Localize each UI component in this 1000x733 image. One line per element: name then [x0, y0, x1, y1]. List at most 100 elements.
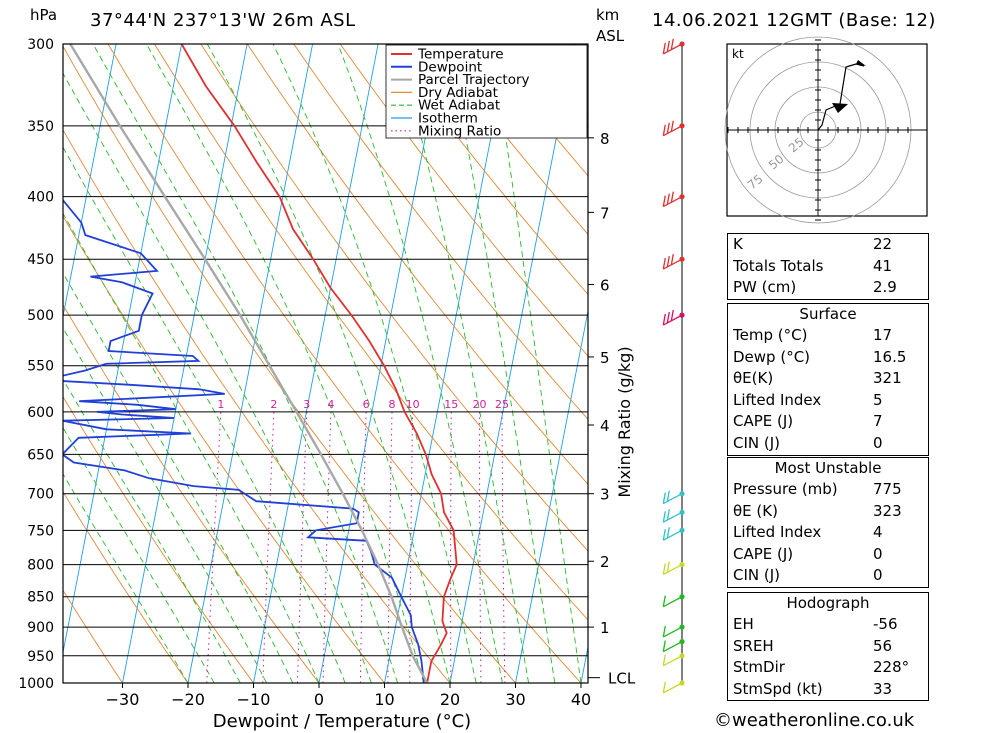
mixing-ratio-label: 4	[327, 398, 334, 411]
surface-row: θE(K) 321	[728, 368, 928, 390]
general-row: PW (cm) 2.9	[728, 277, 928, 299]
surface-value: 7	[873, 412, 883, 431]
hodograph-unit: kt	[732, 47, 744, 61]
isotherm-line	[384, 44, 510, 683]
temp-tick-label: −30	[106, 690, 140, 709]
height-unit-label-asl: ASL	[596, 27, 625, 45]
unstable-key: CIN (J)	[733, 566, 781, 585]
temp-tick-label: −10	[237, 690, 271, 709]
dry-adiabat-line	[432, 44, 588, 236]
height-tick-label: 1	[600, 619, 610, 637]
wind-barb-flag	[662, 492, 666, 504]
wet-adiabat-line	[206, 44, 451, 683]
wet-adiabat-line	[63, 72, 372, 683]
mixing-ratio-label: 10	[406, 398, 420, 411]
hodograph-row: StmSpd (kt) 33	[728, 679, 928, 701]
wind-barb	[662, 626, 683, 638]
hodograph-row: StmDir 228°	[728, 657, 928, 679]
isotherm-line	[515, 308, 588, 683]
wind-barb-flag	[670, 253, 674, 266]
wind-barb-flag	[670, 120, 674, 132]
temp-tick-label: 30	[505, 690, 525, 709]
unstable-value: 323	[873, 501, 902, 520]
wind-barb-flag	[666, 561, 670, 573]
mixing-ratio-line	[501, 411, 506, 683]
general-key: PW (cm)	[733, 278, 797, 297]
unstable-row: Lifted Index 4	[728, 522, 928, 544]
pressure-tick-label: 550	[27, 359, 54, 375]
hodograph-value: 228°	[873, 658, 910, 677]
general-value: 41	[873, 256, 893, 275]
y-axis-label-right: Mixing Ratio (g/kg)	[615, 346, 634, 497]
unstable-value: 4	[873, 523, 883, 542]
pressure-tick-label: 900	[27, 620, 54, 636]
wind-barb-flag	[670, 309, 674, 322]
wet-adiabat-line	[272, 44, 477, 683]
unstable-row: Pressure (mb) 775	[728, 479, 928, 501]
wind-barb-flag	[666, 193, 670, 205]
wind-barb	[662, 529, 683, 541]
height-tick-label: 7	[600, 204, 610, 222]
temp-tick-label: 20	[440, 690, 460, 709]
height-tick-label: 6	[600, 277, 610, 295]
surface-row: Lifted Index 5	[728, 390, 928, 412]
pressure-tick-label: 650	[27, 447, 54, 463]
unstable-row: CAPE (J) 0	[728, 544, 928, 566]
dry-adiabat-line	[63, 589, 123, 683]
mixing-ratio-label: 1	[217, 398, 224, 411]
wind-barb	[662, 563, 683, 576]
wind-barb-flag	[670, 191, 674, 203]
mixing-ratio-line	[359, 411, 367, 683]
legend-entry: Dewpoint	[418, 59, 482, 75]
wind-barb-flag	[662, 195, 666, 207]
index-panel-unstable: Most Unstable Pressure (mb) 775 θE (K) 323 L…	[727, 457, 929, 588]
storm-motion-arrow	[832, 103, 848, 113]
surface-value: 321	[873, 369, 902, 388]
pressure-tick-label: 400	[27, 190, 54, 206]
wind-barb-flag	[662, 511, 666, 523]
unstable-key: Lifted Index	[733, 523, 822, 542]
mixing-ratio-label: 20	[473, 398, 487, 411]
general-value: 2.9	[873, 278, 897, 297]
pressure-tick-label: 950	[27, 649, 54, 665]
hodograph-title: Hodograph	[786, 594, 870, 612]
temp-tick-label: 40	[571, 690, 591, 709]
pressure-tick-label: 500	[27, 308, 54, 324]
wind-barb-flag	[666, 527, 670, 539]
unstable-key: Pressure (mb)	[733, 480, 838, 498]
legend-entry: Wet Adiabat	[418, 98, 500, 114]
hodograph-end-arrow	[856, 60, 866, 66]
wind-barb-flag	[666, 255, 670, 268]
mixing-ratio-line	[297, 411, 308, 683]
hodograph-value: 56	[873, 636, 893, 655]
mixing-ratio-label: 6	[363, 398, 370, 411]
wind-barb-flag	[670, 38, 674, 51]
height-tick-label: 3	[600, 486, 610, 504]
wind-barb-flag	[662, 654, 666, 666]
index-panel-surface: Surface Temp (°C) 17 Dewp (°C) 16.5 θE(K) 321…	[727, 303, 929, 456]
height-tick-label: 5	[600, 349, 610, 367]
legend-entry: Mixing Ratio	[418, 123, 501, 139]
wind-barb	[662, 196, 683, 208]
surface-key: θE(K)	[733, 369, 774, 388]
dry-adiabat-line	[339, 44, 588, 357]
legend-entry: Dry Adiabat	[418, 85, 498, 101]
legend-box	[385, 44, 588, 139]
unstable-key: θE (K)	[733, 501, 778, 520]
surface-value: 17	[873, 326, 893, 344]
parcel-trajectory-curve	[69, 44, 429, 683]
hodograph-key: EH	[733, 615, 754, 633]
mixing-ratio-line	[387, 411, 393, 683]
dry-adiabat-line	[386, 44, 588, 296]
unstable-value: 0	[873, 544, 883, 563]
wet-adiabat-line	[337, 44, 503, 683]
wind-barb	[662, 43, 683, 55]
hodograph-key: StmSpd (kt)	[733, 679, 823, 698]
legend-entry: Parcel Trajectory	[418, 72, 530, 88]
mixing-ratio-line	[206, 411, 222, 683]
wet-adiabat-line	[63, 146, 346, 683]
hodograph-value: 33	[873, 679, 893, 698]
unstable-value: 775	[873, 480, 902, 498]
temp-tick-label: −20	[171, 690, 205, 709]
